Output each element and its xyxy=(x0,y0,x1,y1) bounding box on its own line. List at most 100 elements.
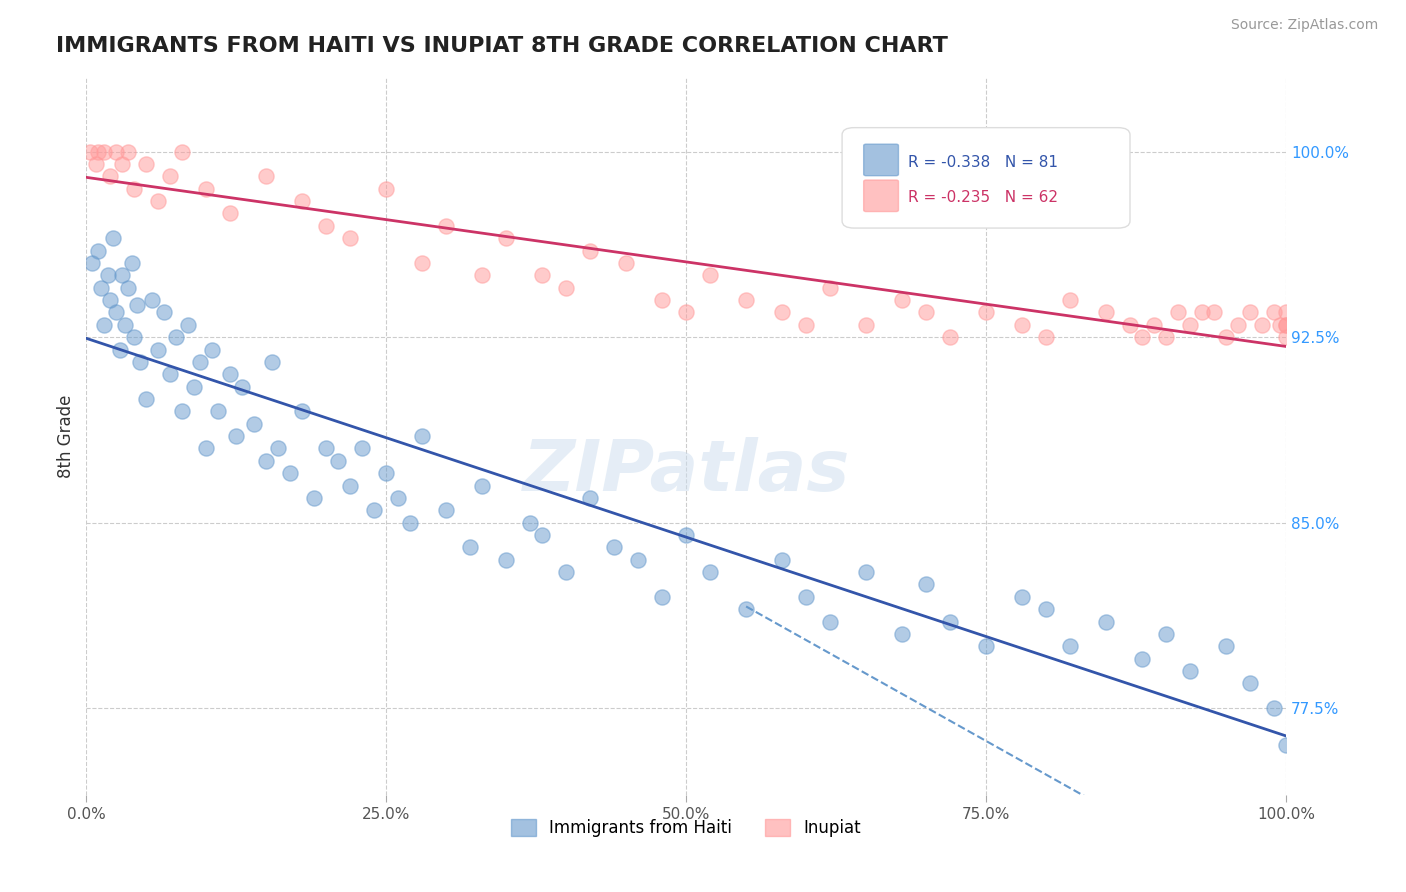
Point xyxy=(291,194,314,208)
Point xyxy=(231,379,253,393)
Point xyxy=(1275,330,1298,344)
Point xyxy=(770,305,793,319)
Point xyxy=(291,404,314,418)
Point xyxy=(579,491,602,505)
Text: Source: ZipAtlas.com: Source: ZipAtlas.com xyxy=(1230,18,1378,32)
Point xyxy=(1095,305,1118,319)
Point xyxy=(1275,318,1298,332)
Point xyxy=(1275,318,1298,332)
Point xyxy=(1178,318,1201,332)
Point xyxy=(84,157,107,171)
Point xyxy=(98,169,121,184)
Point xyxy=(939,615,962,629)
Point xyxy=(1011,590,1033,604)
Point xyxy=(1167,305,1189,319)
Point xyxy=(675,528,697,542)
Point xyxy=(254,454,277,468)
Point xyxy=(1154,627,1177,641)
Point xyxy=(207,404,229,418)
Point xyxy=(1226,318,1249,332)
Point xyxy=(141,293,163,307)
Point xyxy=(375,182,398,196)
Point xyxy=(87,145,110,159)
Point xyxy=(735,602,758,616)
FancyBboxPatch shape xyxy=(842,128,1130,228)
Point xyxy=(519,516,541,530)
Point xyxy=(87,244,110,258)
Point xyxy=(675,305,697,319)
Point xyxy=(254,169,277,184)
Point xyxy=(108,343,131,357)
Point xyxy=(105,145,128,159)
Point xyxy=(278,466,301,480)
Point xyxy=(352,442,374,456)
Point xyxy=(411,429,433,443)
Point xyxy=(339,231,361,245)
Point xyxy=(1143,318,1166,332)
Point xyxy=(399,516,422,530)
Point xyxy=(188,355,211,369)
Point xyxy=(974,640,997,654)
Point xyxy=(579,244,602,258)
Point xyxy=(735,293,758,307)
Point xyxy=(794,590,817,604)
Point xyxy=(1178,664,1201,678)
Point xyxy=(1239,305,1261,319)
Point xyxy=(651,590,673,604)
Point xyxy=(375,466,398,480)
Point xyxy=(183,379,205,393)
Point xyxy=(434,219,457,233)
Point xyxy=(1268,318,1291,332)
Point xyxy=(1035,330,1057,344)
Point xyxy=(387,491,409,505)
Point xyxy=(315,442,337,456)
Y-axis label: 8th Grade: 8th Grade xyxy=(58,394,75,478)
Point xyxy=(1059,640,1081,654)
Point xyxy=(114,318,136,332)
Point xyxy=(98,293,121,307)
Text: ZIPatlas: ZIPatlas xyxy=(523,437,849,507)
Point xyxy=(148,343,170,357)
Point xyxy=(121,256,143,270)
Point xyxy=(148,194,170,208)
Point xyxy=(531,268,554,283)
Point xyxy=(97,268,120,283)
Text: R = -0.235   N = 62: R = -0.235 N = 62 xyxy=(908,190,1059,205)
Point xyxy=(124,182,146,196)
Point xyxy=(93,318,115,332)
Point xyxy=(855,318,877,332)
Point xyxy=(201,343,224,357)
Point xyxy=(339,478,361,492)
Point xyxy=(974,305,997,319)
Point xyxy=(699,565,721,579)
Point xyxy=(93,145,115,159)
Point xyxy=(1154,330,1177,344)
Point xyxy=(1059,293,1081,307)
Point xyxy=(90,281,112,295)
Point xyxy=(471,478,494,492)
Point xyxy=(165,330,187,344)
Point xyxy=(555,565,578,579)
Point xyxy=(818,615,841,629)
Point xyxy=(531,528,554,542)
Point xyxy=(1239,676,1261,690)
Point xyxy=(1275,305,1298,319)
Point xyxy=(1191,305,1213,319)
Point xyxy=(495,553,517,567)
Point xyxy=(129,355,152,369)
Point xyxy=(627,553,650,567)
Point xyxy=(159,368,181,382)
Point xyxy=(699,268,721,283)
Point xyxy=(328,454,350,468)
Point xyxy=(855,565,877,579)
Point xyxy=(363,503,385,517)
Point xyxy=(1263,305,1285,319)
FancyBboxPatch shape xyxy=(863,145,898,176)
Point xyxy=(125,298,148,312)
Text: R = -0.338   N = 81: R = -0.338 N = 81 xyxy=(908,154,1059,169)
Point xyxy=(891,627,914,641)
Point xyxy=(117,145,139,159)
Point xyxy=(1130,651,1153,665)
Point xyxy=(1215,330,1237,344)
Point xyxy=(495,231,517,245)
